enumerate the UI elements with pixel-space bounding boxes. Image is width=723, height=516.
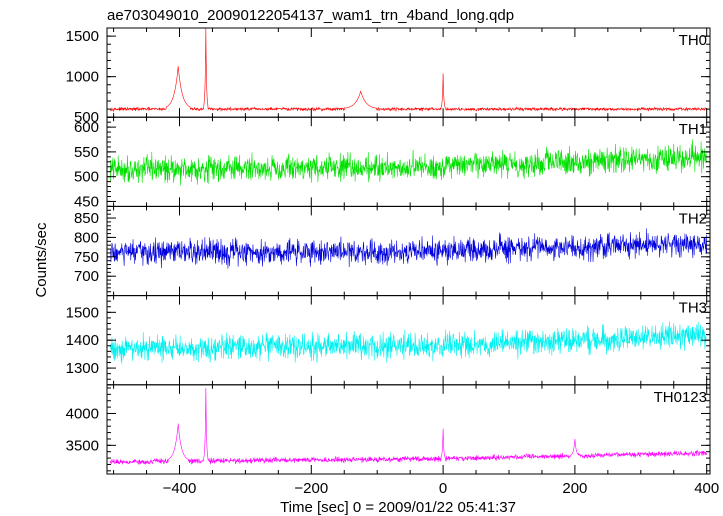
y-tick-label: 500 xyxy=(74,169,99,186)
series-th3 xyxy=(110,321,707,364)
chart-title: ae703049010_20090122054137_wam1_trn_4ban… xyxy=(107,7,514,24)
panel-th2: TH2 700 750 800 850 xyxy=(74,205,711,297)
y-tick-label: 1500 xyxy=(66,28,99,45)
y-tick-label: 750 xyxy=(74,249,99,266)
y-tick-label: 3500 xyxy=(66,437,99,454)
panel-frame xyxy=(106,384,711,475)
series-th2 xyxy=(110,228,707,269)
y-tick-label: 500 xyxy=(74,109,99,126)
panel-label: TH0123 xyxy=(654,389,707,406)
x-tick-label: 400 xyxy=(694,480,719,497)
x-axis-label: Time [sec] 0 = 2009/01/22 05:41:37 xyxy=(280,499,516,516)
y-tick-label: 600 xyxy=(74,119,99,136)
y-tick-label: 800 xyxy=(74,229,99,246)
y-tick-label: 1400 xyxy=(66,332,99,349)
panel-th1: TH1 450 500 550 600 xyxy=(74,116,711,210)
panel-frame xyxy=(106,27,711,118)
panel-label: TH2 xyxy=(679,210,707,227)
y-axis-label: Counts/sec xyxy=(33,222,50,298)
x-tick-label: 200 xyxy=(562,480,587,497)
panel-label: TH3 xyxy=(679,300,707,317)
y-tick-label: 450 xyxy=(74,193,99,210)
y-tick-label: 850 xyxy=(74,210,99,227)
panel-group: TH0 500 1000 1500 TH1 450 500 550 600 TH2 700 750 80… xyxy=(66,27,719,497)
series-th1 xyxy=(110,139,707,186)
panel-th3: TH3 1300 1400 1500 xyxy=(66,295,711,386)
series-th0123 xyxy=(110,387,707,465)
panel-th0: TH0 500 1000 1500 xyxy=(66,27,711,126)
y-tick-label: 1500 xyxy=(66,304,99,321)
panel-label: TH1 xyxy=(679,121,707,138)
panel-label: TH0 xyxy=(679,32,707,49)
y-tick-label: 1300 xyxy=(66,360,99,377)
y-tick-label: 4000 xyxy=(66,405,99,422)
y-tick-label: 700 xyxy=(74,268,99,285)
y-tick-label: 1000 xyxy=(66,69,99,86)
panel-th0123: TH0123 3500 4000 xyxy=(66,384,711,475)
x-tick-label: −200 xyxy=(294,480,328,497)
series-th0 xyxy=(110,28,707,113)
x-tick-label: −400 xyxy=(163,480,197,497)
y-tick-label: 550 xyxy=(74,144,99,161)
x-tick-label: 0 xyxy=(439,480,447,497)
